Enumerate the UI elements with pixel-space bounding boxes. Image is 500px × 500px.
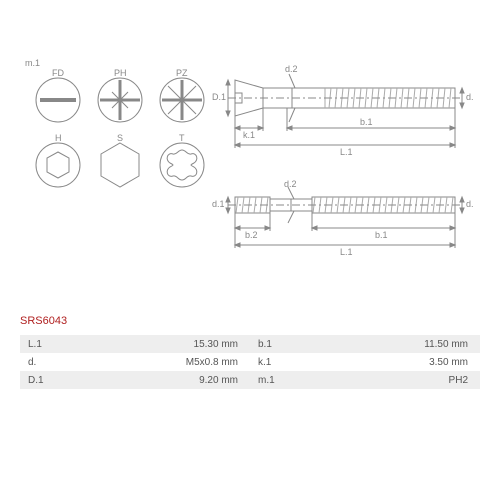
dim-L1-b: L.1 (340, 247, 353, 257)
spec-table: L.1 15.30 mm b.1 11.50 mm d. M5x0.8 mm k… (20, 335, 480, 389)
table-row: L.1 15.30 mm b.1 11.50 mm (20, 335, 480, 353)
dim-b2: b.2 (245, 230, 258, 240)
drive-label-t: T (179, 133, 185, 143)
spec-val: 11.50 mm (310, 339, 480, 350)
spec-val: 9.20 mm (80, 375, 250, 386)
dim-d2-a: d.2 (285, 64, 298, 74)
technical-drawing (0, 0, 500, 500)
dim-b1-a: b.1 (360, 117, 373, 127)
dim-L1-a: L.1 (340, 147, 353, 157)
spec-key: L.1 (20, 339, 80, 350)
dim-d-b: d. (466, 199, 474, 209)
drive-label-fd: FD (52, 68, 64, 78)
spec-key: m.1 (250, 375, 310, 386)
spec-key: d. (20, 357, 80, 368)
dim-d-a: d. (466, 92, 474, 102)
spec-key: k.1 (250, 357, 310, 368)
spec-val: M5x0.8 mm (80, 357, 250, 368)
drive-label-ph: PH (114, 68, 127, 78)
spec-val: 3.50 mm (310, 357, 480, 368)
drive-label-pz: PZ (176, 68, 188, 78)
dim-d2-b: d.2 (284, 179, 297, 189)
spec-val: 15.30 mm (80, 339, 250, 350)
dim-b1-b: b.1 (375, 230, 388, 240)
dim-d1: d.1 (212, 199, 225, 209)
dim-D1: D.1 (212, 92, 226, 102)
part-number: SRS6043 (20, 315, 67, 327)
spec-key: b.1 (250, 339, 310, 350)
section-label: m.1 (25, 58, 40, 68)
spec-val: PH2 (310, 375, 480, 386)
table-row: D.1 9.20 mm m.1 PH2 (20, 371, 480, 389)
drive-label-h: H (55, 133, 62, 143)
table-row: d. M5x0.8 mm k.1 3.50 mm (20, 353, 480, 371)
screw-countersunk-diagram (226, 74, 464, 148)
drive-label-s: S (117, 133, 123, 143)
spec-key: D.1 (20, 375, 80, 386)
screw-stud-diagram (226, 187, 464, 248)
dim-k1: k.1 (243, 130, 255, 140)
